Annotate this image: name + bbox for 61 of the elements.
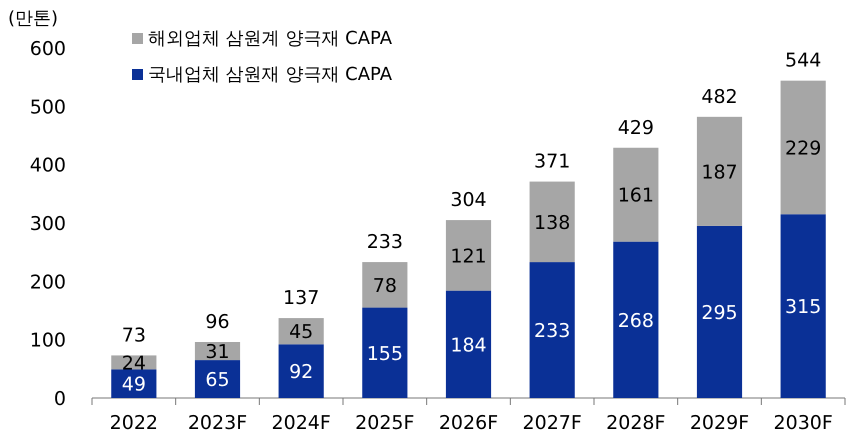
x-tick-label: 2027F: [522, 412, 582, 434]
x-tick-label: 2024F: [272, 412, 331, 434]
bar: [278, 318, 324, 344]
data-label: 65: [205, 369, 230, 392]
data-label: 155: [366, 342, 403, 365]
total-label: 429: [618, 116, 654, 139]
legend-label: 국내업체 삼원재 양극재 CAPA: [148, 64, 393, 85]
data-label: 24: [122, 352, 146, 374]
total-label: 96: [205, 311, 230, 333]
total-label: 137: [283, 287, 320, 310]
y-tick-label: 600: [30, 38, 66, 60]
y-tick-label: 400: [30, 154, 66, 177]
bar: [613, 242, 658, 398]
total-label: 371: [534, 150, 570, 173]
y-tick-label: 500: [30, 96, 66, 118]
bar: [696, 226, 742, 398]
bar: [446, 290, 492, 398]
bar: [362, 308, 408, 398]
bar: [696, 116, 742, 226]
total-label: 482: [701, 86, 738, 108]
bar: [613, 148, 658, 242]
data-label: 92: [289, 361, 314, 384]
data-label: 233: [534, 320, 570, 342]
bar: [446, 220, 492, 291]
data-label: 161: [618, 184, 654, 207]
data-label: 49: [122, 374, 146, 396]
bar: [530, 262, 575, 398]
x-tick-label: 2028F: [606, 412, 666, 434]
bar: [530, 182, 575, 262]
total-label: 544: [785, 50, 822, 72]
bar: [278, 344, 324, 398]
data-label: 121: [450, 245, 487, 268]
total-label: 73: [122, 324, 146, 346]
total-label: 233: [366, 231, 403, 254]
data-label: 45: [289, 321, 314, 344]
data-label: 184: [450, 334, 487, 356]
x-tick-label: 2029F: [690, 412, 750, 434]
data-label: 229: [785, 137, 822, 160]
data-label: 31: [205, 341, 230, 364]
data-label: 138: [534, 212, 570, 234]
total-label: 304: [450, 189, 487, 212]
y-tick-label: 200: [30, 271, 66, 294]
bar: [362, 262, 408, 308]
data-label: 268: [618, 310, 654, 332]
x-tick-label: 2026F: [438, 412, 498, 434]
bar: [780, 214, 826, 398]
y-tick-label: 0: [54, 388, 66, 410]
x-tick-label: 2025F: [355, 412, 414, 434]
data-label: 295: [701, 302, 738, 324]
bar: [194, 360, 240, 398]
y-axis-title: (만톤): [8, 8, 58, 29]
x-tick-label: 2030F: [774, 412, 833, 434]
y-tick-label: 100: [30, 330, 66, 352]
y-tick-label: 300: [30, 213, 66, 235]
data-label: 315: [785, 296, 822, 318]
data-label: 78: [372, 274, 397, 297]
x-tick-label: 2023F: [188, 412, 248, 434]
legend-label: 해외업체 삼원계 양극재 CAPA: [148, 28, 393, 49]
data-label: 187: [701, 161, 738, 184]
x-tick-label: 2022: [110, 412, 158, 434]
bar: [780, 80, 826, 214]
